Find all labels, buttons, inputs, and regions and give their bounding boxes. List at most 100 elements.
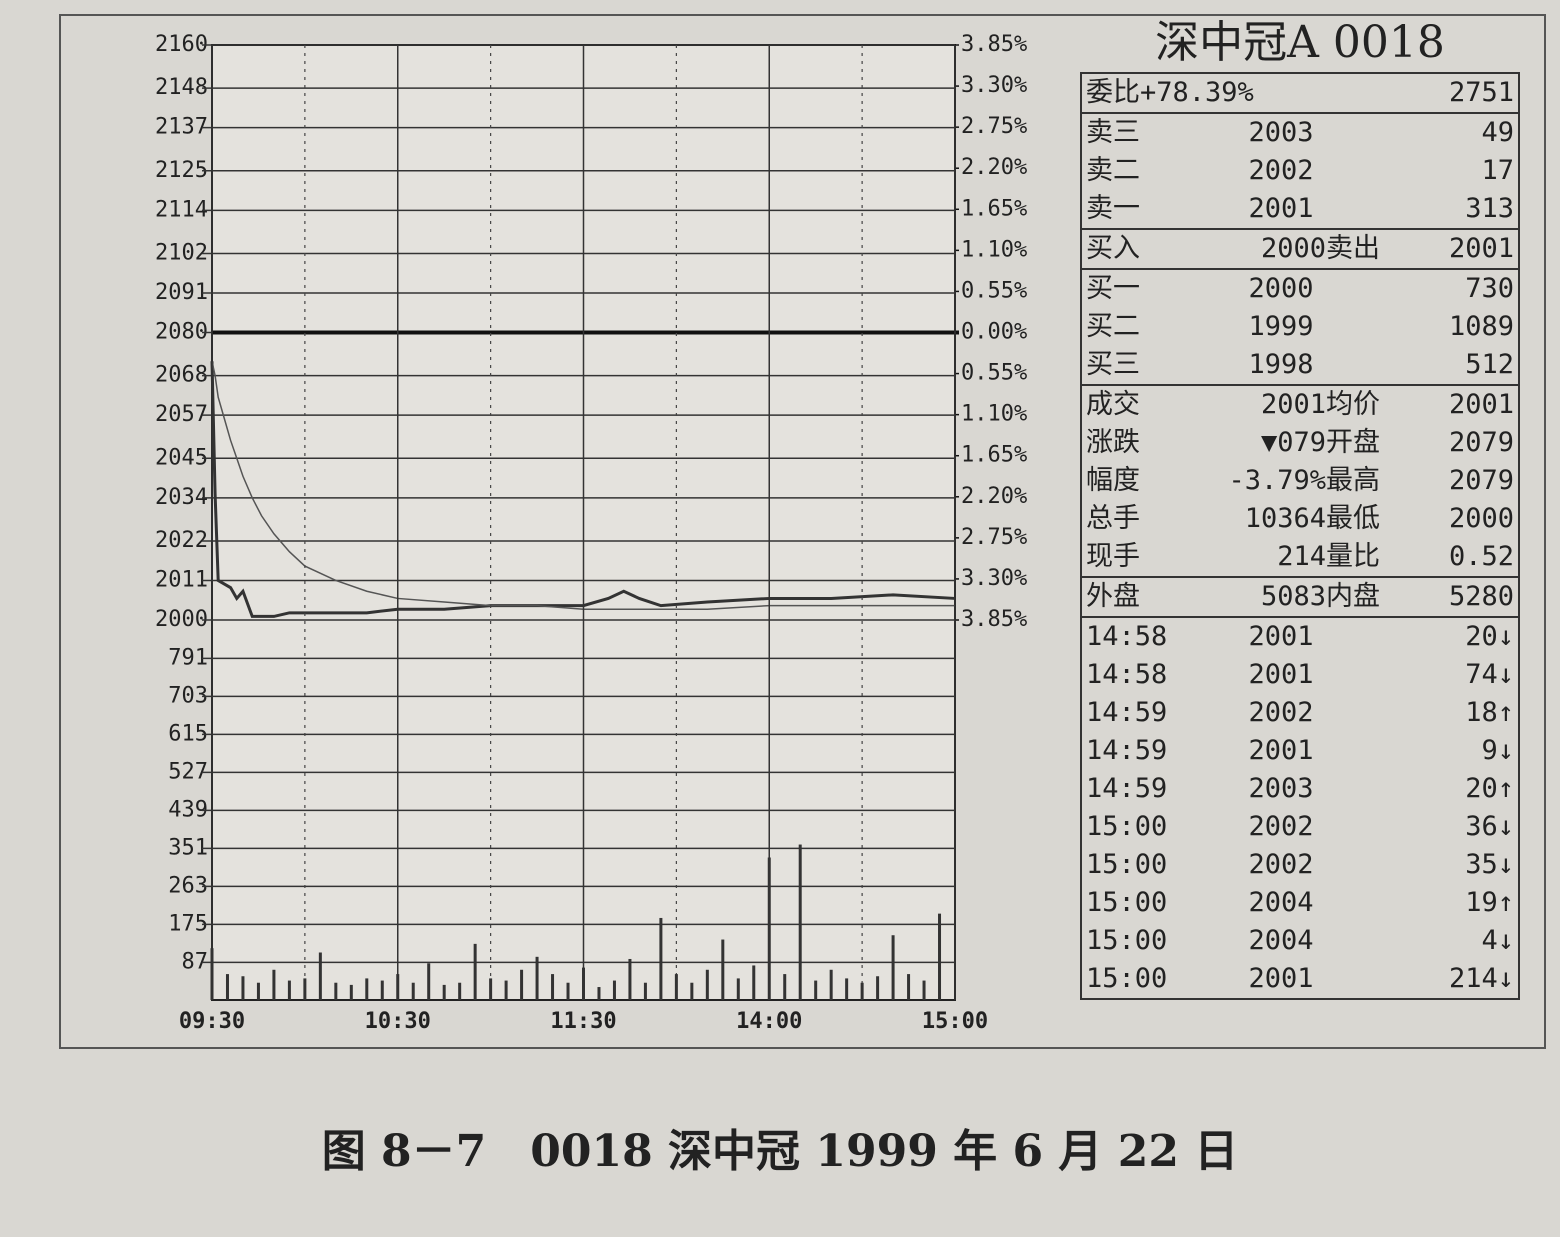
volume-bar [752,965,756,1000]
quote-cell: 214↓ [1448,963,1514,994]
y-tick-label: 2022 [155,528,208,553]
quote-cell: 19↑ [1465,887,1514,918]
x-tick-label: 15:00 [922,1009,988,1034]
y-tick-label: 175 [168,911,208,936]
volume-bar [891,935,895,1000]
quote-cell: 2001 [1248,621,1314,652]
quote-cell: 卖三 [1086,117,1140,148]
volume-bar [721,939,725,1000]
volume-bar [442,984,446,1000]
quote-row: 涨跌 ▼079 开盘 2079 [1082,424,1518,462]
volume-bar [520,969,524,1000]
quote-cell: 最低 [1326,503,1380,534]
quote-cell: 2000 [1248,273,1314,304]
y-tick-label: 2114 [155,197,208,222]
y-tick-label: 2011 [155,567,208,592]
quote-group: 买入 2000 卖出 2001 [1080,228,1520,270]
quote-cell: 委比+78.39% [1086,77,1254,108]
volume-bar [489,978,493,1000]
y-tick-label: 2148 [155,75,208,100]
volume-bar [427,963,431,1000]
volume-bar [566,982,570,1000]
y-tick-label: 439 [168,797,208,822]
quote-cell: 2079 [1448,465,1514,496]
quote-panel: 深中冠A 0018 委比+78.39% 2751 卖三 2003 49 卖二 2002 17 卖一… [1080,12,1520,1000]
volume-bar [303,978,307,1000]
quote-cell: 74↓ [1465,659,1514,690]
quote-cell: 买一 [1086,273,1140,304]
volume-bar [690,982,694,1000]
volume-bar [287,980,291,1000]
volume-bar [349,984,353,1000]
figure-frame [59,14,1546,1049]
quote-cell: 内盘 [1326,581,1380,612]
y2-tick-label: 2.20% [961,484,1027,509]
quote-row: 买二 1999 1089 [1082,308,1518,346]
quote-cell: 15:00 [1086,925,1168,956]
y2-tick-label: 0.00% [961,320,1027,345]
y-tick-label: 263 [168,873,208,898]
quote-row: 买三 1998 512 [1082,346,1518,384]
quote-group: 外盘 5083 内盘 5280 [1080,576,1520,618]
quote-cell: 总手 [1086,503,1140,534]
volume-bar [907,974,911,1000]
quote-cell: 15:00 [1086,811,1168,842]
quote-cell: ▼079 [1260,427,1326,458]
quote-cell: 35↓ [1465,849,1514,880]
x-tick-label: 09:30 [179,1009,245,1034]
quote-cell: 2001 [1248,735,1314,766]
quote-cell: 2001 [1260,389,1326,420]
volume-bar [241,976,245,1000]
quote-cell: 18↑ [1465,697,1514,728]
y-tick-label: 351 [168,835,208,860]
quote-cell: 涨跌 [1086,427,1140,458]
quote-cell: 2751 [1448,77,1514,108]
volume-bar [334,982,338,1000]
volume-bar [272,969,276,1000]
quote-row: 现手 214 量比 0.52 [1082,538,1518,576]
price-line [211,361,955,610]
volume-bar [582,967,585,1000]
quote-row: 14:58 2001 20↓ [1082,618,1518,656]
y2-tick-label: 2.75% [961,114,1027,139]
quote-group: 成交 2001 均价 2001 涨跌 ▼079 开盘 2079 幅度 -3.79% 最高 2079 总手… [1080,384,1520,578]
y-tick-label: 2000 [155,607,208,632]
quote-cell: 36↓ [1465,811,1514,842]
quote-cell: 17 [1481,155,1514,186]
y2-tick-label: 1.65% [961,443,1027,468]
quote-cell: 均价 [1326,389,1380,420]
volume-bar [473,943,477,1000]
quote-row: 幅度 -3.79% 最高 2079 [1082,462,1518,500]
quote-cell: 2001 [1248,193,1314,224]
quote-cell: 1089 [1448,311,1514,342]
quote-cell: 20↓ [1465,621,1514,652]
quote-cell: 15:00 [1086,849,1168,880]
quote-cell: 2004 [1248,925,1314,956]
volume-bar [845,978,849,1000]
quote-row: 外盘 5083 内盘 5280 [1082,578,1518,616]
volume-bar [411,982,415,1000]
quote-cell: 卖出 [1326,233,1380,264]
quote-cell: 2002 [1248,849,1314,880]
quote-row: 买入 2000 卖出 2001 [1082,230,1518,268]
y-tick-label: 2034 [155,485,208,510]
volume-bar [535,956,539,1000]
quote-cell: 开盘 [1326,427,1380,458]
y2-tick-label: 0.55% [961,278,1027,303]
quote-cell: 2000 [1448,503,1514,534]
volume-bar [814,980,818,1000]
volume-bar [922,980,926,1000]
quote-group: 14:58 2001 20↓ 14:58 2001 74↓ 14:59 2002 18↑ 14:5… [1080,616,1520,1000]
y-tick-label: 791 [168,645,208,670]
y-tick-label: 2125 [155,158,208,183]
quote-row: 15:00 2004 19↑ [1082,884,1518,922]
quote-cell: 2004 [1248,887,1314,918]
volume-bar [380,980,384,1000]
y2-tick-label: 3.30% [961,73,1027,98]
quote-cell: 730 [1465,273,1514,304]
y-tick-label: 2080 [155,320,208,345]
quote-row: 14:59 2002 18↑ [1082,694,1518,732]
y2-tick-label: 2.75% [961,525,1027,550]
